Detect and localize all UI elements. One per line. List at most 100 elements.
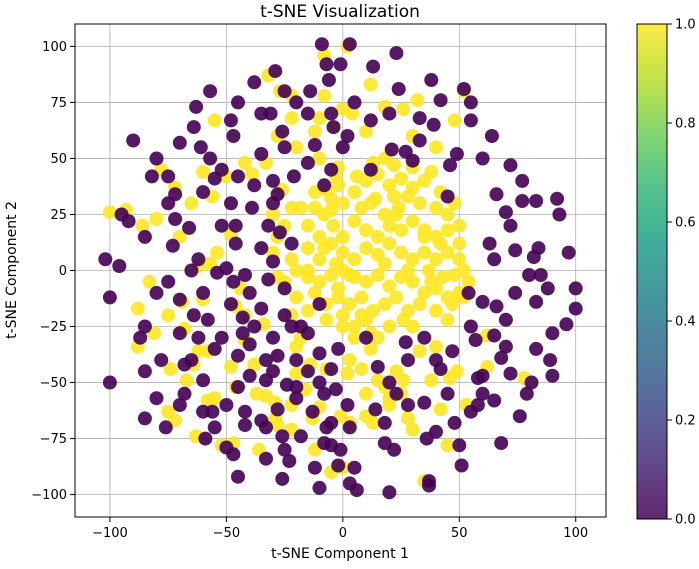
y-tick-label: 0	[59, 264, 67, 279]
point-class-1	[452, 236, 467, 251]
point-class-1	[359, 312, 374, 327]
point-class-0	[312, 480, 327, 495]
point-class-0	[454, 458, 469, 473]
point-class-0	[177, 357, 192, 372]
point-class-0	[335, 140, 350, 155]
x-tick-label: −50	[213, 526, 240, 541]
point-class-0	[529, 294, 544, 309]
point-class-0	[277, 442, 292, 457]
point-class-0	[498, 205, 513, 220]
point-class-1	[284, 200, 299, 215]
point-class-1	[363, 341, 378, 356]
point-class-1	[210, 245, 225, 260]
point-class-0	[193, 140, 208, 155]
point-class-0	[317, 178, 332, 193]
point-class-0	[531, 241, 546, 256]
point-class-0	[498, 339, 513, 354]
point-class-0	[214, 330, 229, 345]
point-class-0	[289, 380, 304, 394]
colorbar: 0.0 0.2 0.4 0.6 0.8 1.0	[636, 18, 696, 528]
point-class-1	[422, 263, 436, 278]
point-class-0	[482, 236, 497, 251]
point-class-0	[307, 460, 322, 475]
point-class-1	[412, 196, 427, 211]
point-class-1	[394, 171, 409, 186]
point-class-0	[137, 411, 152, 426]
point-class-0	[284, 236, 299, 251]
point-class-0	[377, 436, 392, 451]
point-class-1	[401, 263, 415, 278]
point-class-0	[158, 420, 173, 435]
point-class-1	[247, 357, 262, 372]
point-class-0	[568, 281, 583, 296]
point-class-0	[168, 212, 183, 226]
point-class-0	[161, 274, 176, 289]
point-class-1	[284, 252, 299, 267]
point-class-0	[508, 285, 523, 300]
point-class-0	[529, 341, 544, 356]
point-class-0	[126, 133, 141, 148]
point-class-0	[326, 120, 341, 135]
point-class-0	[321, 73, 336, 87]
point-class-1	[347, 330, 362, 345]
point-class-1	[433, 402, 448, 417]
y-tick-label: 75	[50, 96, 67, 111]
point-class-0	[207, 420, 222, 435]
point-class-1	[370, 330, 385, 345]
point-class-0	[186, 120, 201, 135]
point-class-0	[328, 382, 343, 397]
y-tick-label: 25	[50, 208, 67, 223]
point-class-0	[98, 252, 113, 267]
point-class-0	[331, 458, 346, 473]
point-class-1	[377, 207, 392, 222]
point-class-0	[189, 99, 204, 114]
point-class-1	[335, 245, 350, 260]
point-class-0	[324, 162, 339, 177]
point-class-1	[312, 229, 327, 244]
point-class-0	[261, 218, 276, 233]
point-class-1	[429, 252, 443, 267]
point-class-0	[259, 420, 273, 435]
point-class-1	[382, 178, 397, 193]
point-class-0	[312, 297, 327, 312]
point-class-0	[498, 312, 513, 327]
point-class-1	[130, 301, 145, 316]
point-class-0	[259, 373, 273, 388]
point-class-0	[203, 151, 218, 166]
point-class-1	[359, 386, 374, 401]
point-class-1	[424, 164, 439, 179]
point-class-0	[303, 84, 318, 99]
point-class-0	[307, 138, 322, 152]
point-class-0	[317, 386, 332, 401]
point-class-0	[203, 84, 218, 99]
point-class-1	[300, 303, 315, 318]
point-class-0	[254, 301, 269, 316]
point-class-0	[219, 398, 234, 412]
point-class-1	[307, 124, 322, 139]
point-class-1	[354, 290, 369, 305]
point-class-0	[475, 294, 490, 309]
point-class-0	[384, 142, 399, 157]
colorbar-tick-label: 0.6	[675, 216, 696, 231]
point-class-1	[359, 274, 374, 289]
point-class-1	[324, 268, 339, 282]
point-class-1	[394, 245, 409, 260]
point-class-0	[266, 196, 280, 211]
point-class-0	[342, 420, 357, 435]
point-class-0	[475, 151, 490, 166]
point-class-0	[522, 268, 537, 282]
x-axis-ticks: −100 −50 0 50 100	[92, 517, 588, 541]
colorbar-tick-label: 0.8	[675, 117, 696, 132]
point-class-0	[484, 129, 499, 143]
point-class-0	[398, 335, 413, 350]
point-class-1	[387, 189, 402, 204]
colorbar-gradient	[637, 24, 667, 519]
point-class-0	[340, 398, 355, 412]
point-class-0	[487, 393, 502, 408]
point-class-0	[191, 330, 206, 345]
point-class-1	[347, 252, 362, 267]
point-class-0	[275, 429, 290, 444]
point-class-1	[317, 241, 332, 256]
point-class-0	[305, 404, 320, 419]
